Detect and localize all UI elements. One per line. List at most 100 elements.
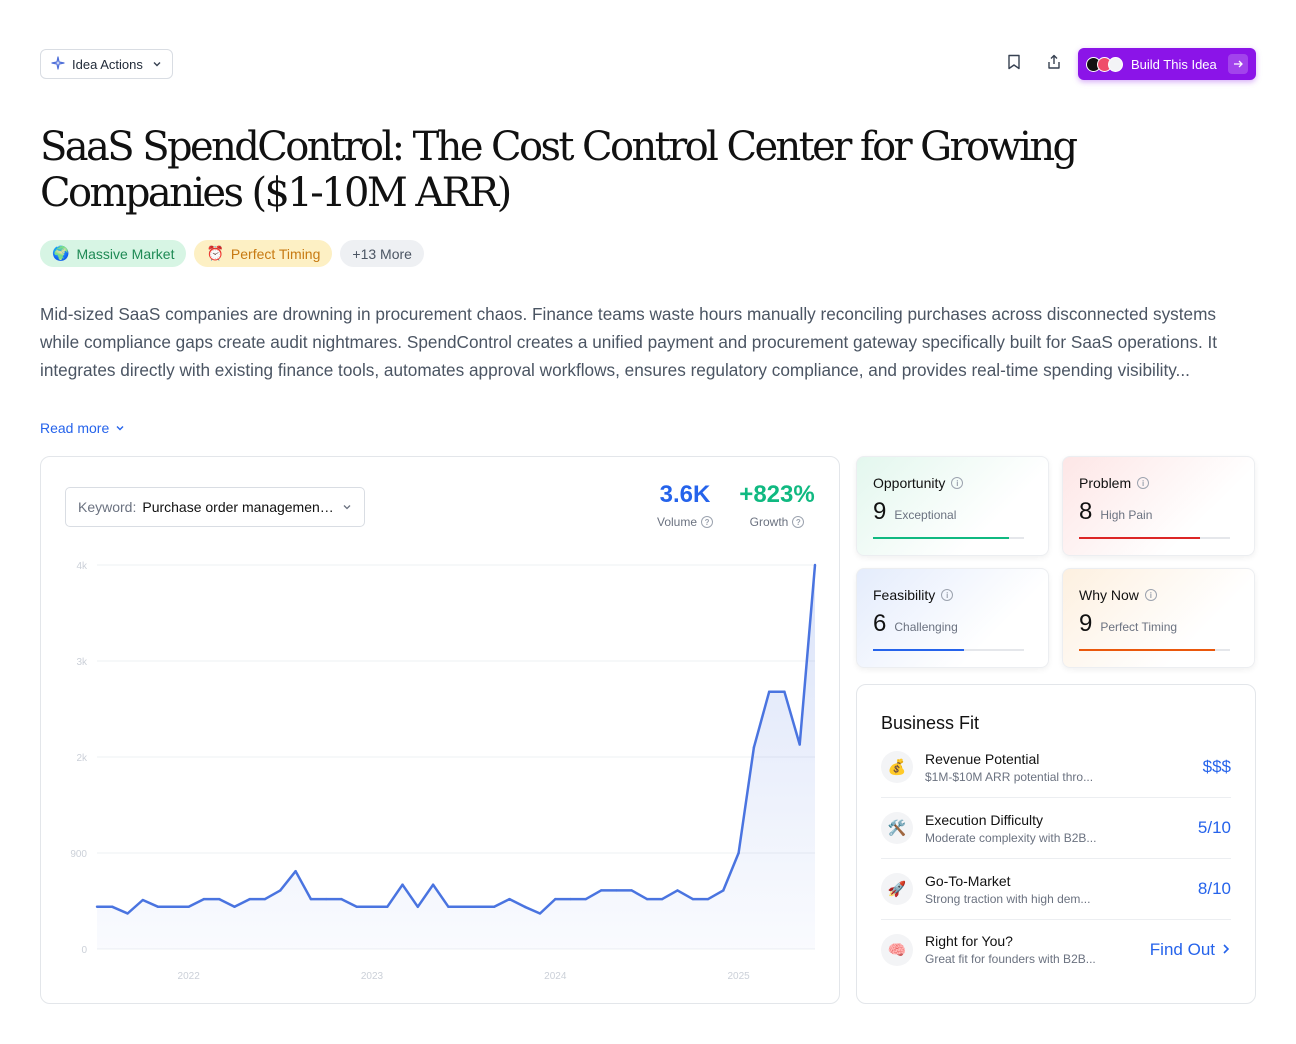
data-point <box>431 883 435 886</box>
find-out-label: Find Out <box>1149 939 1215 959</box>
help-icon[interactable]: ? <box>701 516 714 528</box>
score-label: Perfect Timing <box>1100 620 1178 634</box>
chart-line-series <box>97 564 817 915</box>
keyword-select[interactable]: Keyword: Purchase order management softw… <box>65 487 365 527</box>
growth-value: +823% <box>739 481 815 508</box>
alarm-clock-icon: ⏰ <box>206 245 224 261</box>
data-point <box>324 897 328 901</box>
idea-description: Mid-sized SaaS companies are drowning in… <box>40 304 1218 380</box>
trend-chart-card: Keyword: Purchase order management softw… <box>40 456 840 1004</box>
data-point <box>584 897 588 901</box>
data-point <box>554 897 557 901</box>
score-bar-fill <box>873 537 1009 539</box>
y-tick-label: 3k <box>76 657 88 668</box>
fit-row-desc: Strong traction with high dem... <box>925 891 1091 906</box>
tag-label: Perfect Timing <box>230 245 321 262</box>
build-this-idea-label: Build This Idea <box>1131 56 1217 72</box>
y-tick-label: 2k <box>76 753 88 764</box>
tag-more[interactable]: +13 More <box>340 240 424 267</box>
data-point <box>141 898 145 902</box>
data-point <box>370 905 374 908</box>
data-point <box>783 690 786 693</box>
chevron-down-icon <box>342 499 352 515</box>
data-point <box>202 897 206 901</box>
info-icon[interactable]: i <box>951 477 964 489</box>
tag-massive-market[interactable]: 🌍 Massive Market <box>40 240 187 267</box>
problem-score-card[interactable]: Problem i 8 High Pain <box>1062 456 1255 556</box>
data-point <box>111 905 114 908</box>
build-this-idea-button[interactable]: Build This Idea <box>1078 48 1256 80</box>
data-point <box>599 889 603 892</box>
score-value: 8 <box>1079 498 1093 525</box>
data-point <box>416 905 420 908</box>
logo-icon <box>1108 56 1123 72</box>
bookmark-button[interactable] <box>1002 52 1026 76</box>
score-bar <box>873 649 1024 651</box>
score-label: High Pain <box>1100 508 1153 522</box>
info-icon[interactable]: i <box>941 589 954 601</box>
idea-actions-label: Idea Actions <box>72 56 143 72</box>
data-point <box>462 905 465 908</box>
score-bar-fill <box>1079 537 1200 539</box>
data-point <box>477 905 481 908</box>
x-tick-label: 2022 <box>178 971 201 982</box>
idea-actions-dropdown[interactable]: Idea Actions <box>40 49 173 79</box>
tag-list: 🌍 Massive Market ⏰ Perfect Timing +13 Mo… <box>40 240 424 267</box>
share-button[interactable] <box>1042 52 1066 76</box>
fit-row-score: 8/10 <box>1197 879 1231 898</box>
data-point <box>340 897 343 901</box>
sparkle-icon <box>51 56 65 72</box>
rocket-icon: 🚀 <box>881 873 913 905</box>
score-label: Challenging <box>894 620 958 634</box>
why-now-score-card[interactable]: Why Now i 9 Perfect Timing <box>1062 568 1255 668</box>
chart-area-fill <box>97 565 815 949</box>
data-point <box>172 905 175 908</box>
fit-row-go-to-market[interactable]: 🚀 Go-To-Market Strong traction with high… <box>881 859 1231 920</box>
data-point <box>645 897 649 901</box>
volume-label: Volume <box>656 515 698 529</box>
data-point <box>737 851 740 855</box>
score-title: Problem <box>1079 475 1132 491</box>
chevron-down-icon <box>152 57 162 72</box>
tag-perfect-timing[interactable]: ⏰ Perfect Timing <box>194 240 333 267</box>
data-point <box>95 905 99 908</box>
info-icon[interactable]: i <box>1144 589 1157 601</box>
keyword-label: Keyword: <box>78 499 137 515</box>
fit-row-revenue-potential[interactable]: 💰 Revenue Potential $1M-$10M ARR potenti… <box>881 737 1231 798</box>
score-title: Why Now <box>1079 587 1139 603</box>
data-point <box>630 889 633 892</box>
read-more-link[interactable]: Read more <box>40 420 125 436</box>
feasibility-score-card[interactable]: Feasibility i 6 Challenging <box>856 568 1049 668</box>
data-point <box>218 897 221 901</box>
tag-label: Massive Market <box>76 245 175 262</box>
help-icon[interactable]: ? <box>792 516 805 528</box>
find-out-link[interactable]: Find Out <box>1150 940 1231 960</box>
score-value: 9 <box>873 498 887 525</box>
fit-row-name: Right for You? <box>925 933 1013 949</box>
tool-logos <box>1086 56 1123 72</box>
score-bar <box>1079 537 1230 539</box>
read-more-label: Read more <box>40 420 110 436</box>
chevron-down-icon <box>115 420 125 436</box>
score-value: 6 <box>873 610 887 637</box>
data-point <box>279 889 282 892</box>
score-value: 9 <box>1079 610 1093 637</box>
info-icon[interactable]: i <box>1137 477 1150 489</box>
fit-row-name: Execution Difficulty <box>925 811 1044 828</box>
fit-row-name: Revenue Potential <box>925 750 1040 767</box>
fit-row-execution-difficulty[interactable]: 🛠️ Execution Difficulty Moderate complex… <box>881 798 1231 859</box>
data-point <box>661 897 664 901</box>
data-point <box>569 897 572 901</box>
bookmark-icon <box>1007 54 1021 75</box>
y-tick-label: 900 <box>70 849 87 860</box>
data-point <box>386 905 389 908</box>
fit-row-right-for-you[interactable]: 🧠 Right for You? Great fit for founders … <box>881 919 1231 980</box>
opportunity-score-card[interactable]: Opportunity i 9 Exceptional <box>856 456 1049 556</box>
fit-row-name: Go-To-Market <box>925 872 1011 889</box>
score-bar-fill <box>873 649 964 651</box>
fit-row-score: 5/10 <box>1197 818 1231 837</box>
tools-icon: 🛠️ <box>881 812 913 844</box>
data-point <box>813 563 817 567</box>
globe-icon: 🌍 <box>52 245 70 261</box>
data-point <box>294 870 297 873</box>
